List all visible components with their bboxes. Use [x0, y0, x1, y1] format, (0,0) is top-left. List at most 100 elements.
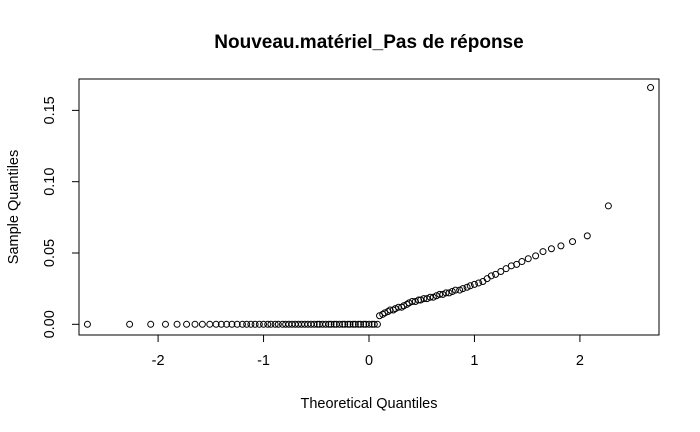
- y-tick-label: 0.10: [42, 168, 58, 196]
- data-point: [439, 290, 447, 298]
- data-point: [341, 320, 349, 328]
- x-tick-label: 0: [365, 353, 373, 369]
- data-point: [344, 320, 352, 328]
- data-point: [459, 285, 467, 293]
- data-point: [448, 288, 456, 296]
- data-point: [325, 320, 333, 328]
- data-point: [518, 258, 526, 266]
- data-point: [365, 320, 373, 328]
- data-point: [403, 300, 411, 308]
- data-point: [223, 320, 231, 328]
- plot-area-frame: [78, 78, 660, 336]
- data-point: [532, 252, 540, 260]
- data-point: [381, 309, 389, 317]
- data-point: [604, 202, 612, 210]
- data-point: [217, 320, 225, 328]
- data-point: [524, 255, 532, 263]
- data-point: [228, 320, 236, 328]
- data-point: [271, 320, 279, 328]
- x-tick-label: 1: [470, 353, 478, 369]
- data-point: [212, 320, 220, 328]
- x-tick-label: -1: [257, 353, 270, 369]
- data-point: [436, 290, 444, 298]
- data-point: [339, 320, 347, 328]
- data-point: [354, 320, 362, 328]
- data-point: [408, 297, 416, 305]
- data-point: [389, 306, 397, 314]
- data-point: [475, 279, 483, 287]
- data-point: [247, 320, 255, 328]
- data-point: [330, 320, 338, 328]
- data-point: [191, 320, 199, 328]
- data-point: [351, 320, 359, 328]
- data-point: [267, 320, 275, 328]
- x-tick-label: 2: [576, 353, 584, 369]
- data-point: [335, 320, 343, 328]
- y-tick-label: 0.05: [42, 239, 58, 267]
- data-point: [391, 305, 399, 313]
- data-point: [442, 289, 450, 297]
- data-point: [310, 320, 318, 328]
- data-point: [238, 320, 246, 328]
- data-point: [327, 320, 335, 328]
- data-point: [456, 286, 464, 294]
- data-point: [647, 84, 655, 92]
- data-point: [405, 299, 413, 307]
- data-point: [373, 320, 381, 328]
- data-point: [463, 283, 471, 291]
- data-point: [583, 232, 591, 240]
- data-point: [349, 320, 357, 328]
- data-point: [260, 320, 268, 328]
- data-point: [417, 296, 425, 304]
- x-tick-label: -2: [152, 353, 165, 369]
- data-point: [379, 310, 387, 318]
- data-point: [502, 265, 510, 273]
- y-tick-label: 0.15: [42, 96, 58, 124]
- data-point: [445, 289, 453, 297]
- data-point: [557, 242, 565, 250]
- data-point: [429, 293, 437, 301]
- data-point: [569, 238, 577, 246]
- data-point: [357, 320, 365, 328]
- data-point: [360, 320, 368, 328]
- data-point: [487, 272, 495, 280]
- data-point: [466, 282, 474, 290]
- data-point: [243, 320, 251, 328]
- data-point: [513, 260, 521, 268]
- data-point: [470, 280, 478, 288]
- data-point: [83, 320, 91, 328]
- data-point: [161, 320, 169, 328]
- data-point: [206, 320, 214, 328]
- data-point: [313, 320, 321, 328]
- data-point: [376, 312, 384, 320]
- data-point: [274, 320, 282, 328]
- data-point: [233, 320, 241, 328]
- data-point: [173, 320, 181, 328]
- data-point: [451, 286, 459, 294]
- y-axis-label: Sample Quantiles: [6, 150, 22, 264]
- data-point: [183, 320, 191, 328]
- data-point: [147, 320, 155, 328]
- data-point: [370, 320, 378, 328]
- data-point: [198, 320, 206, 328]
- data-point: [547, 245, 555, 253]
- data-point: [322, 320, 330, 328]
- data-point: [264, 320, 272, 328]
- data-point: [497, 268, 505, 276]
- y-tick-label: 0.00: [42, 310, 58, 338]
- data-point: [255, 320, 263, 328]
- data-point: [420, 295, 428, 303]
- data-point: [483, 275, 491, 283]
- data-point: [346, 320, 354, 328]
- data-point: [492, 270, 500, 278]
- data-point: [432, 292, 440, 300]
- data-point: [539, 248, 547, 256]
- y-axis: 0.00 0.05 0.10 0.15: [42, 96, 80, 338]
- data-point: [368, 320, 376, 328]
- data-point: [126, 320, 134, 328]
- data-points: [83, 84, 655, 328]
- data-point: [423, 295, 431, 303]
- data-point: [251, 320, 259, 328]
- data-point: [400, 302, 408, 310]
